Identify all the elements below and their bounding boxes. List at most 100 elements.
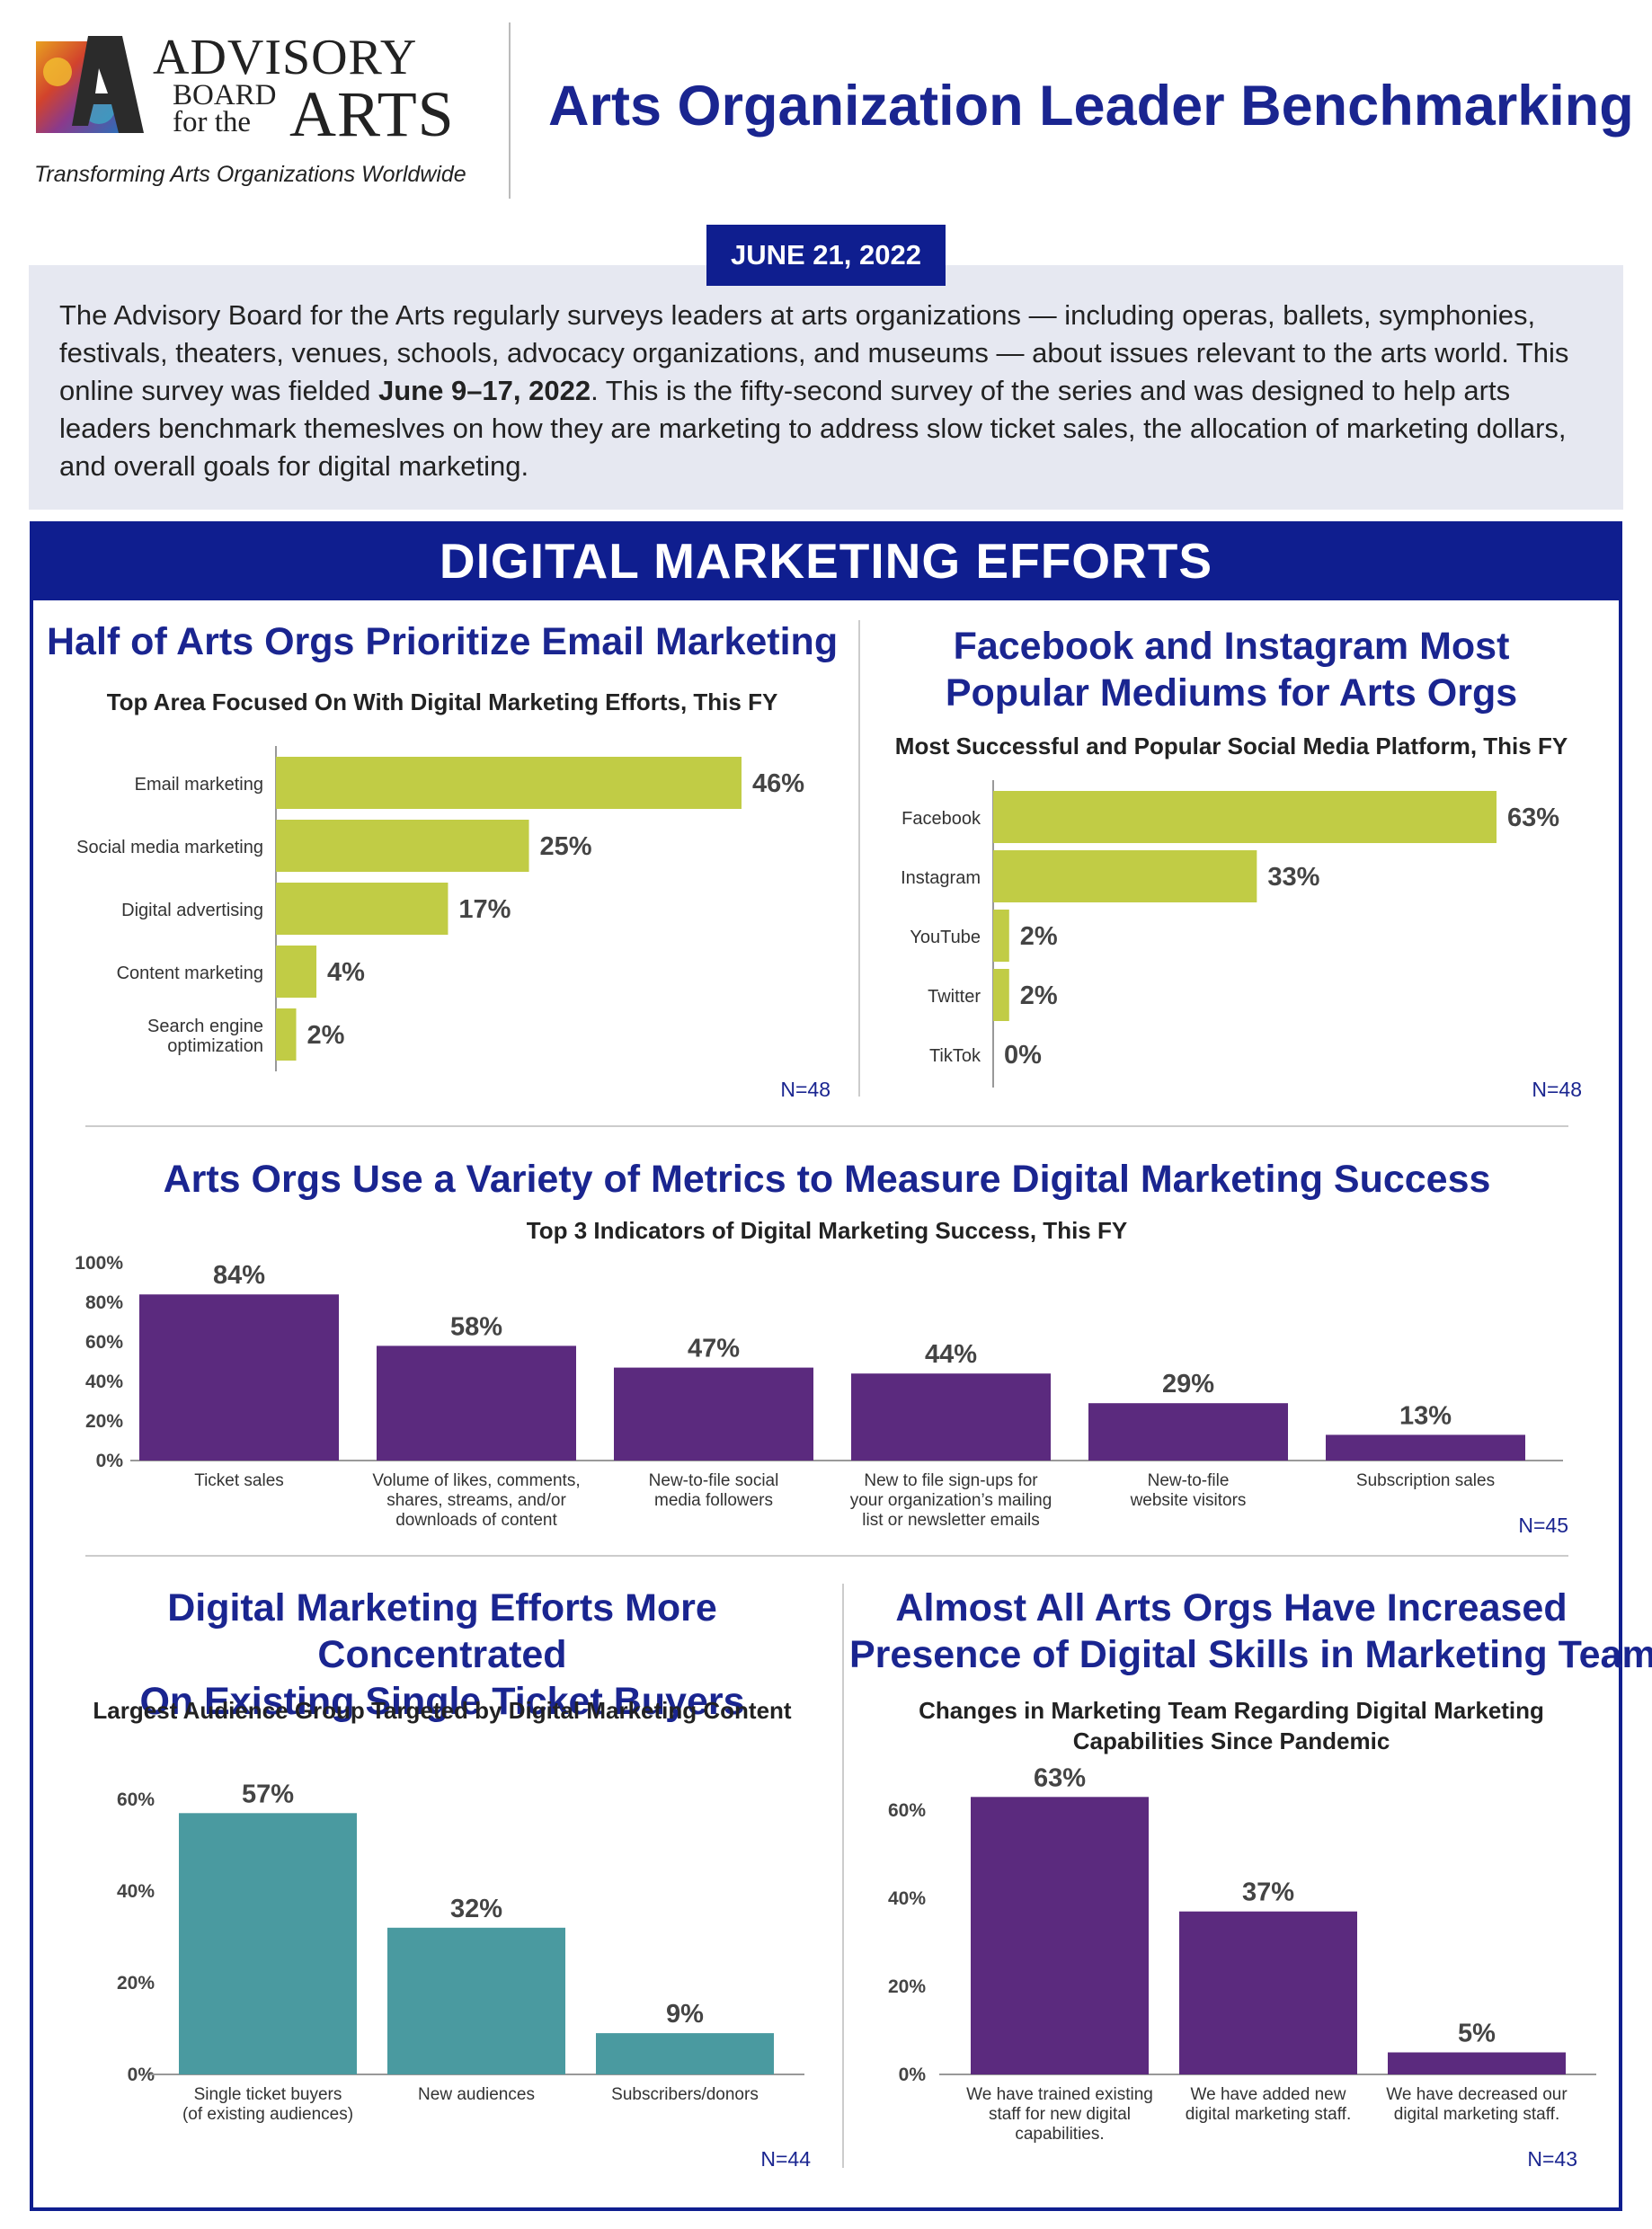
data-label: 2%	[1020, 922, 1058, 951]
bar	[377, 1345, 576, 1461]
y-tick-label: 60%	[117, 1789, 155, 1810]
category-label: Email marketing	[135, 775, 263, 795]
skills-chart-title: Almost All Arts Orgs Have Increased Pres…	[849, 1585, 1652, 1678]
bar	[1179, 1911, 1357, 2074]
data-label: 17%	[458, 895, 511, 924]
audience-title-line: On Existing Single Ticket Buyers	[139, 1680, 745, 1723]
bar	[276, 1008, 297, 1061]
category-label: Volume of likes, comments, shares, stream…	[372, 1471, 580, 1530]
y-tick-label: 80%	[85, 1292, 123, 1313]
data-label: 46%	[752, 769, 804, 798]
bar	[276, 883, 449, 935]
category-label: New to file sign-ups for your organizatio…	[850, 1471, 1052, 1530]
bar	[1088, 1403, 1288, 1461]
social-chart: Facebook 63% Instagram 33% YouTube 2% Twitter 2…	[901, 780, 1582, 1101]
data-label: 5%	[1458, 2020, 1496, 2048]
category-label: Search engine optimization	[147, 1017, 263, 1056]
bar	[993, 791, 1497, 843]
bar	[276, 820, 529, 872]
y-tick-label: 40%	[85, 1372, 123, 1392]
data-label: 9%	[666, 2000, 704, 2029]
email-chart: Email marketing 46% Social media marketing…	[76, 746, 830, 1101]
intro-box	[29, 265, 1623, 510]
intro-text: The Advisory Board for the Arts regularl…	[59, 297, 1605, 485]
intro-part2: . This is the fifty-second survey of the…	[59, 375, 1567, 482]
logo-mark	[36, 36, 144, 135]
bar	[614, 1367, 813, 1461]
n-label: N=43	[1527, 2147, 1577, 2171]
social-chart-subtitle: Most Successful and Popular Social Media…	[894, 733, 1568, 759]
data-label: 2%	[1020, 981, 1058, 1010]
category-label: YouTube	[910, 928, 981, 947]
bar	[971, 1797, 1149, 2074]
data-label: 0%	[1004, 1041, 1042, 1070]
y-tick-label: 0%	[128, 2065, 155, 2085]
metrics-chart-subtitle: Top 3 Indicators of Digital Marketing Su…	[526, 1217, 1128, 1244]
y-tick-label: 60%	[85, 1332, 123, 1353]
y-tick-label: 60%	[888, 1800, 926, 1821]
skills-subtitle-line: Changes in Marketing Team Regarding Digi…	[919, 1697, 1544, 1724]
skills-subtitle-line: Capabilities Since Pandemic	[1072, 1727, 1390, 1754]
data-label: 29%	[1162, 1370, 1214, 1399]
data-label: 44%	[925, 1340, 977, 1369]
data-label: 84%	[213, 1261, 265, 1290]
n-label: N=48	[780, 1078, 830, 1101]
category-label: Digital advertising	[121, 901, 263, 920]
data-label: 33%	[1267, 863, 1319, 892]
bar	[993, 850, 1257, 902]
category-label: Ticket sales	[194, 1471, 284, 1490]
y-tick-label: 40%	[117, 1881, 155, 1902]
audience-chart-title: Digital Marketing Efforts More Concentra…	[47, 1585, 838, 1725]
data-label: 58%	[450, 1312, 502, 1341]
category-label: Social media marketing	[76, 838, 263, 857]
audience-title-line: Digital Marketing Efforts More Concentra…	[167, 1586, 717, 1676]
category-label: We have trained existing staff for new di…	[966, 2085, 1153, 2144]
skills-title-line: Presence of Digital Skills in Marketing …	[849, 1633, 1652, 1676]
category-label: New audiences	[418, 2085, 535, 2104]
category-label: New-to-file website visitors	[1130, 1471, 1247, 1510]
category-label: Instagram	[901, 868, 981, 888]
bar	[1326, 1434, 1525, 1461]
y-tick-label: 20%	[85, 1411, 123, 1432]
top-charts-divider	[858, 620, 860, 1097]
logo-for-the-text: for the	[173, 106, 252, 138]
email-chart-title: Half of Arts Orgs Prioritize Email Marke…	[47, 620, 839, 663]
bar	[139, 1294, 339, 1461]
bar	[276, 757, 742, 809]
intro-part1: The Advisory Board for the Arts regularl…	[59, 299, 1569, 406]
category-label: New-to-file social media followers	[649, 1471, 779, 1510]
n-label: N=48	[1532, 1078, 1582, 1101]
bar	[387, 1927, 565, 2074]
skills-title-line: Almost All Arts Orgs Have Increased	[895, 1586, 1568, 1630]
category-label: We have decreased our digital marketing s…	[1386, 2085, 1568, 2124]
category-label: Facebook	[901, 809, 981, 829]
header-divider	[509, 22, 511, 199]
tagline: Transforming Arts Organizations Worldwid…	[34, 162, 466, 187]
social-title-line: Popular Mediums for Arts Orgs	[945, 671, 1518, 715]
data-label: 4%	[327, 958, 365, 987]
social-chart-title: Facebook and Instagram Most Popular Medi…	[863, 623, 1600, 716]
data-label: 13%	[1399, 1401, 1452, 1430]
logo-advisory-text: ADVISORY	[153, 30, 418, 85]
data-label: 63%	[1507, 804, 1559, 832]
logo-arts-text: ARTS	[289, 78, 455, 150]
section-banner: DIGITAL MARKETING EFFORTS	[30, 521, 1622, 600]
skills-chart: 0%20%40%60%80%63%We have trained existin…	[888, 1763, 1596, 2171]
bar	[1388, 2052, 1566, 2074]
y-tick-label: 0%	[899, 2065, 927, 2085]
n-label: N=45	[1518, 1514, 1568, 1537]
bottom-charts-divider	[842, 1584, 844, 2168]
section-divider-2	[85, 1555, 1568, 1557]
data-label: 47%	[688, 1335, 740, 1363]
page-title: Arts Organization Leader Benchmarking	[548, 75, 1634, 138]
bar	[993, 910, 1009, 962]
data-label: 57%	[242, 1780, 294, 1808]
data-label: 37%	[1242, 1878, 1294, 1907]
n-label: N=44	[760, 2147, 811, 2171]
audience-chart-subtitle: Largest Audience Group Targeted by Digit…	[93, 1697, 792, 1724]
bar	[851, 1373, 1051, 1461]
email-chart-subtitle: Top Area Focused On With Digital Marketi…	[106, 688, 778, 715]
y-tick-label: 40%	[888, 1888, 926, 1909]
section-divider-1	[85, 1125, 1568, 1127]
category-label: Twitter	[928, 987, 981, 1007]
